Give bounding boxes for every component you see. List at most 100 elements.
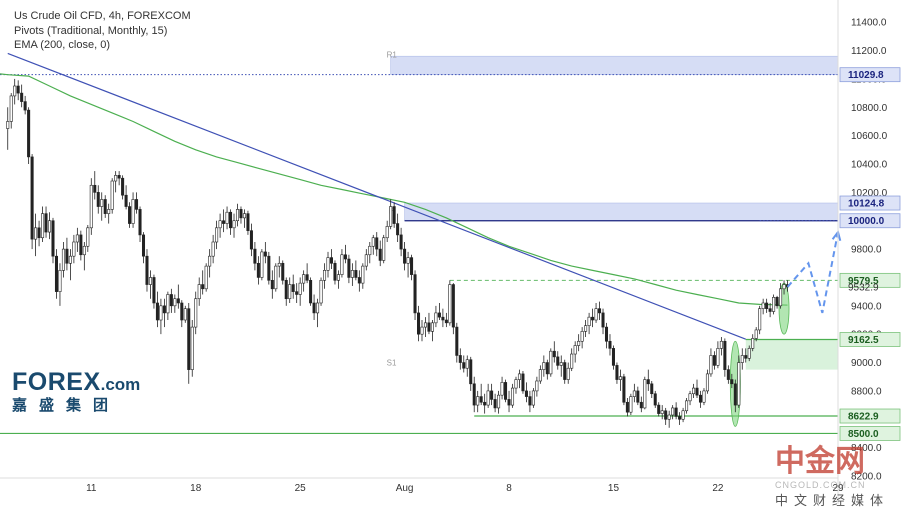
candle-body — [615, 365, 619, 380]
candle-body — [253, 248, 257, 264]
candle-body — [584, 325, 588, 332]
x-tick-label: 8 — [506, 483, 512, 494]
y-tick-label: 10600.0 — [851, 131, 888, 142]
candle-body — [44, 213, 48, 233]
candle-body — [747, 348, 751, 359]
candle-body — [103, 199, 107, 214]
candle-body — [340, 254, 344, 275]
candle-body — [162, 305, 166, 314]
candle-body — [37, 227, 41, 239]
candle-body — [660, 410, 664, 414]
candle-body — [664, 410, 668, 420]
candle-body — [528, 396, 532, 406]
candle-body — [61, 248, 65, 271]
candle-body — [726, 369, 730, 380]
candle-body — [232, 220, 236, 229]
candle-body — [500, 382, 504, 396]
candle-body — [524, 390, 528, 397]
candle-body — [552, 350, 556, 358]
candle-body — [629, 396, 633, 413]
candle-body — [542, 362, 546, 370]
candle-body — [382, 237, 386, 261]
y-tick-label: 8200.0 — [851, 472, 882, 483]
price-label: 10000.0 — [848, 216, 885, 227]
candle-body — [618, 376, 622, 380]
candle-body — [319, 279, 323, 304]
candle-body — [288, 284, 292, 300]
candle-body — [117, 175, 121, 179]
candle-body — [155, 302, 159, 321]
price-label-box — [839, 67, 901, 83]
projection-arrow — [786, 231, 839, 314]
candle-body — [733, 383, 737, 406]
price-label: 10124.8 — [848, 199, 885, 210]
candle-body — [423, 322, 427, 328]
x-tick-label: 18 — [190, 483, 202, 494]
candle-body — [152, 277, 156, 304]
candle-body — [510, 387, 515, 406]
candle-body — [779, 288, 783, 307]
candle-body — [114, 175, 118, 182]
candle-body — [86, 227, 90, 247]
x-tick-label: Aug — [396, 483, 414, 494]
candle-body — [267, 255, 271, 281]
pivot-label-0: R1 — [387, 51, 398, 60]
candle-body — [141, 234, 146, 257]
candle-body — [211, 241, 215, 257]
candle-body — [58, 270, 62, 292]
candle-body — [399, 234, 403, 250]
candle-body — [305, 274, 309, 281]
candle-body — [472, 383, 476, 406]
candle-body — [194, 298, 198, 328]
candle-body — [636, 390, 640, 403]
candle-body — [89, 184, 93, 229]
candle-body — [47, 220, 52, 233]
candle-body — [556, 356, 560, 366]
y-tick-label: 10800.0 — [851, 103, 888, 114]
candle-body — [121, 177, 125, 196]
candle-body — [535, 380, 539, 392]
candle-body — [751, 338, 755, 349]
candle-body — [396, 223, 400, 236]
candle-body — [270, 279, 274, 290]
candle-body — [229, 211, 233, 229]
candle-body — [329, 257, 334, 264]
candle-body — [309, 279, 313, 304]
ema-200-line — [0, 73, 788, 306]
candle-body — [782, 284, 786, 290]
candle-body — [685, 400, 689, 412]
y-tick-label: 9400.0 — [851, 301, 882, 312]
candle-body — [465, 359, 469, 369]
candle-body — [277, 262, 281, 267]
zone-0 — [390, 55, 839, 75]
candle-body — [681, 410, 685, 420]
candle-body — [385, 226, 389, 239]
candle-body — [354, 270, 358, 278]
candle-body — [417, 312, 421, 335]
candle-body — [208, 255, 212, 267]
candle-body — [761, 302, 765, 309]
candle-body — [566, 367, 570, 380]
candle-body — [413, 274, 417, 314]
candle-body — [9, 95, 13, 122]
candle-body — [712, 355, 716, 366]
candle-body — [298, 282, 302, 295]
watermark-main: 中金网 — [774, 445, 865, 478]
candle-body — [222, 220, 226, 224]
candle-body — [744, 355, 748, 359]
price-label-box — [839, 213, 901, 229]
candle-body — [601, 312, 605, 328]
candle-body — [65, 248, 69, 264]
candle-body — [138, 209, 142, 236]
candle-body — [16, 85, 20, 94]
candle-body — [256, 262, 260, 278]
candle-body — [406, 257, 410, 264]
candle-body — [594, 308, 598, 321]
candle-body — [93, 184, 97, 193]
y-tick-label: 11200.0 — [851, 46, 887, 57]
candle-body — [587, 316, 591, 326]
candle-body — [497, 394, 501, 409]
candle-body — [632, 390, 636, 397]
candle-body — [51, 220, 55, 257]
